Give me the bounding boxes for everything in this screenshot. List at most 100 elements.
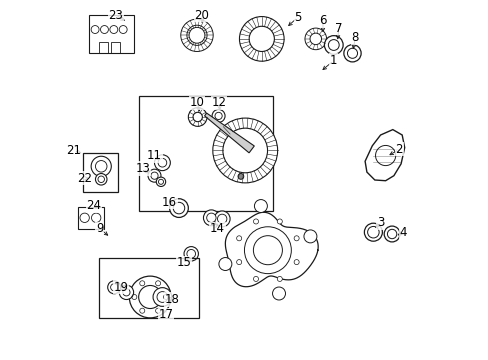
Circle shape bbox=[212, 118, 277, 183]
Circle shape bbox=[272, 287, 285, 300]
Circle shape bbox=[253, 219, 258, 224]
Circle shape bbox=[193, 112, 202, 122]
Circle shape bbox=[236, 260, 241, 265]
Text: 14: 14 bbox=[209, 222, 224, 235]
Circle shape bbox=[215, 112, 222, 120]
Text: 9: 9 bbox=[96, 222, 103, 235]
Bar bbox=[89, 15, 134, 53]
Circle shape bbox=[239, 17, 284, 61]
Text: 21: 21 bbox=[66, 144, 81, 157]
Bar bbox=[99, 258, 199, 318]
Circle shape bbox=[153, 288, 171, 306]
Circle shape bbox=[91, 156, 111, 176]
Text: 15: 15 bbox=[176, 256, 191, 269]
Circle shape bbox=[91, 26, 99, 33]
Text: 23: 23 bbox=[108, 9, 123, 22]
Circle shape bbox=[244, 227, 291, 274]
Circle shape bbox=[217, 214, 226, 224]
Bar bbox=[99, 42, 107, 53]
Circle shape bbox=[122, 289, 130, 296]
Circle shape bbox=[156, 177, 165, 186]
Circle shape bbox=[328, 40, 339, 50]
Text: 24: 24 bbox=[86, 199, 102, 212]
Circle shape bbox=[384, 226, 399, 242]
Circle shape bbox=[186, 249, 195, 258]
Circle shape bbox=[158, 179, 163, 184]
Circle shape bbox=[148, 169, 161, 182]
Circle shape bbox=[309, 33, 321, 45]
Circle shape bbox=[254, 199, 267, 212]
Text: 18: 18 bbox=[164, 293, 179, 306]
Text: 22: 22 bbox=[77, 172, 92, 185]
Circle shape bbox=[293, 260, 299, 265]
Circle shape bbox=[305, 28, 326, 50]
Circle shape bbox=[91, 213, 101, 222]
Text: 17: 17 bbox=[158, 309, 173, 321]
Circle shape bbox=[157, 292, 167, 302]
Circle shape bbox=[169, 199, 188, 217]
Polygon shape bbox=[225, 212, 318, 287]
Text: 4: 4 bbox=[398, 226, 406, 239]
Circle shape bbox=[119, 285, 133, 300]
Circle shape bbox=[214, 211, 230, 227]
Circle shape bbox=[95, 174, 107, 185]
Circle shape bbox=[304, 230, 316, 243]
Circle shape bbox=[277, 219, 282, 224]
Circle shape bbox=[151, 172, 158, 179]
Circle shape bbox=[189, 27, 204, 43]
Circle shape bbox=[253, 276, 258, 282]
Circle shape bbox=[95, 161, 107, 172]
Text: 5: 5 bbox=[293, 11, 301, 24]
Circle shape bbox=[158, 158, 166, 167]
Text: 1: 1 bbox=[329, 54, 337, 67]
Polygon shape bbox=[365, 130, 404, 181]
Circle shape bbox=[293, 236, 299, 241]
Bar bbox=[139, 96, 273, 211]
Circle shape bbox=[173, 202, 184, 214]
Text: 13: 13 bbox=[135, 162, 150, 175]
Text: 10: 10 bbox=[189, 96, 204, 109]
Circle shape bbox=[212, 109, 224, 122]
Text: 11: 11 bbox=[147, 149, 162, 162]
Text: 3: 3 bbox=[376, 216, 384, 229]
Text: 12: 12 bbox=[211, 96, 226, 109]
Circle shape bbox=[119, 26, 127, 33]
Circle shape bbox=[98, 176, 104, 183]
Text: 6: 6 bbox=[319, 14, 326, 27]
Circle shape bbox=[80, 213, 89, 222]
Circle shape bbox=[203, 210, 219, 226]
Circle shape bbox=[223, 128, 267, 173]
Circle shape bbox=[367, 226, 378, 238]
Circle shape bbox=[110, 284, 118, 291]
Circle shape bbox=[129, 276, 171, 318]
Circle shape bbox=[183, 247, 198, 261]
Text: 7: 7 bbox=[334, 22, 342, 35]
Circle shape bbox=[101, 26, 108, 33]
Bar bbox=[111, 42, 120, 53]
Circle shape bbox=[110, 26, 118, 33]
Circle shape bbox=[238, 174, 244, 179]
Circle shape bbox=[186, 25, 206, 45]
Circle shape bbox=[324, 36, 343, 54]
Bar bbox=[78, 207, 104, 229]
Circle shape bbox=[364, 223, 382, 241]
Circle shape bbox=[249, 26, 274, 51]
Circle shape bbox=[277, 276, 282, 282]
Circle shape bbox=[343, 45, 361, 62]
Circle shape bbox=[219, 257, 231, 270]
Circle shape bbox=[107, 281, 121, 294]
Circle shape bbox=[347, 48, 357, 58]
Circle shape bbox=[236, 236, 241, 241]
Circle shape bbox=[139, 285, 162, 309]
Circle shape bbox=[375, 145, 395, 166]
Circle shape bbox=[253, 236, 282, 265]
Polygon shape bbox=[204, 113, 254, 153]
Circle shape bbox=[206, 213, 216, 222]
Circle shape bbox=[181, 19, 213, 51]
Text: 20: 20 bbox=[194, 9, 209, 22]
Circle shape bbox=[188, 108, 206, 126]
Text: 16: 16 bbox=[162, 196, 177, 209]
Circle shape bbox=[154, 155, 170, 171]
Bar bbox=[83, 153, 118, 192]
Text: 19: 19 bbox=[114, 281, 129, 294]
